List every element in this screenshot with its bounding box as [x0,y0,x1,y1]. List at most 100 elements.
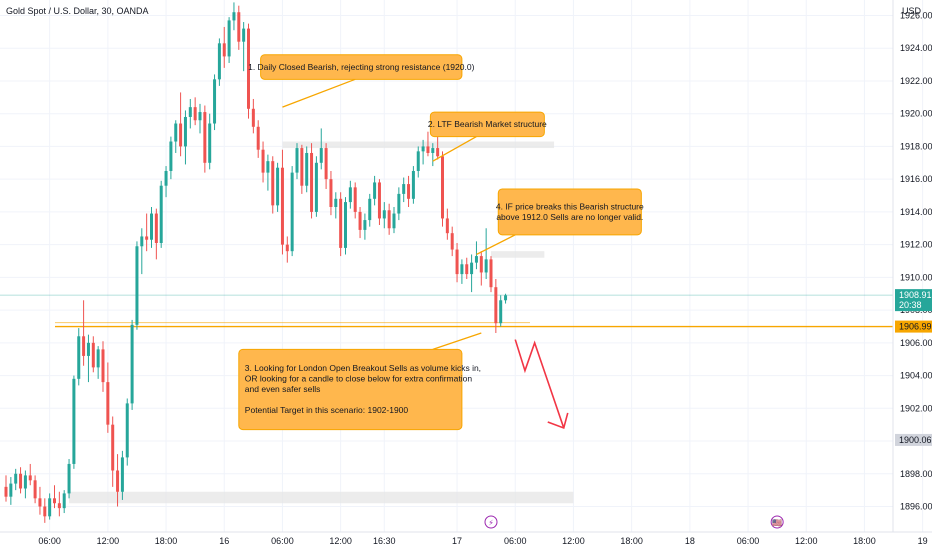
candle-body [441,156,444,219]
candle-body [150,213,153,240]
candle-body [222,43,226,57]
candle [334,192,338,219]
price-tick-label: 1906.000 [900,338,932,348]
candle [14,468,18,491]
candle-body [348,187,352,203]
candle-body [358,211,362,230]
us-flag-icon[interactable]: 🇺🇸 [770,515,784,529]
candle-body [344,202,347,248]
time-tick-label: 06:00 [38,536,61,546]
candle [431,143,435,167]
price-axis[interactable]: USD 1896.0001898.0001900.0001902.0001904… [892,0,932,532]
zones [69,141,574,504]
candle-body [19,473,23,489]
time-axis[interactable]: 06:00 12:00 18:00 16 06:00 12:00 16:30 17 06:00 1… [0,531,932,546]
candle [300,144,304,194]
candle-body [455,249,459,275]
time-tick-label: 19 [918,536,928,546]
time-tick-label: 12:00 [562,536,585,546]
price-tick-label: 1922.000 [900,76,932,86]
price-tick-label: 1896.000 [900,502,932,512]
candle [86,334,90,383]
candle [470,254,474,293]
candle [256,120,260,158]
candle [441,151,444,227]
candle-body [426,146,430,153]
candle-body [77,336,81,379]
candle [135,241,139,330]
candle [67,459,71,499]
annotations[interactable]: 1. Daily Closed Bearish, rejecting stron… [238,54,644,431]
candle-body [504,295,508,301]
candle [9,477,13,505]
candle-body [38,498,42,507]
candle [280,149,284,255]
annotation-note4[interactable]: 3. Looking for London Open Breakout Sell… [238,332,482,431]
candle-body [397,193,401,214]
candle-body [276,167,280,206]
candle-body [154,213,158,243]
annotation-note3[interactable]: 4. IF price breaks this Bearish structur… [476,188,644,256]
annotation-text: above 1912.0 Sells are no longer valid. [496,212,643,222]
candle [407,175,411,207]
candle [53,485,56,509]
annotation-leader [282,78,356,108]
price-tick-label: 1898.000 [900,469,932,479]
candle-body [310,152,314,212]
candle-body [48,498,52,517]
candle [504,293,508,304]
candle-body [266,161,270,173]
candle [232,2,236,31]
candle [169,136,173,180]
candle [116,454,120,507]
candle-body [314,162,318,212]
candle [145,213,149,252]
candle [479,251,483,286]
candle-body [285,244,289,252]
candle [72,375,76,469]
chart-title: Gold Spot / U.S. Dollar, 30, OANDA [6,6,149,16]
candles[interactable] [4,2,508,523]
candle-body [407,184,411,199]
annotation-text: OR looking for a candle to close below f… [245,374,473,384]
time-tick-label: 18:00 [155,536,178,546]
candle [465,257,469,280]
candle-body [4,486,8,497]
events[interactable]: ⚡ 🇺🇸 [484,515,784,529]
candle-body [368,198,372,221]
candle [305,146,309,193]
candle-body [213,79,217,124]
candle-body [436,148,440,157]
time-tick-label: 16:30 [373,536,396,546]
price-tick-label: 1914.000 [900,207,932,217]
candle-body [43,506,47,517]
candle-body [261,149,265,173]
candle-body [179,123,183,147]
candle-body [305,152,309,186]
annotation-note2[interactable]: 2. LTF Bearish Market structure [428,111,547,162]
price-tick-label: 1920.000 [900,109,932,119]
time-tick-label: 18:00 [620,536,643,546]
candle-body [111,424,115,471]
candle [203,105,207,173]
badge-price: 1900.067 [899,435,932,445]
candle [183,110,187,165]
candle-body [67,463,71,494]
candle [261,141,265,183]
candle-body [256,126,260,150]
candle [368,193,372,227]
price-tick-label: 1902.000 [900,403,932,413]
candle-body [9,483,13,497]
candle [348,180,352,209]
annotation-note1[interactable]: 1. Daily Closed Bearish, rejecting stron… [248,54,475,108]
candle-body [484,259,488,273]
time-tick-label: 06:00 [504,536,527,546]
candle-body [53,498,56,504]
candle [392,206,396,234]
candle-body [86,342,90,356]
lightning-icon[interactable]: ⚡ [484,515,498,529]
candle-body [431,148,435,153]
candle [111,416,115,487]
